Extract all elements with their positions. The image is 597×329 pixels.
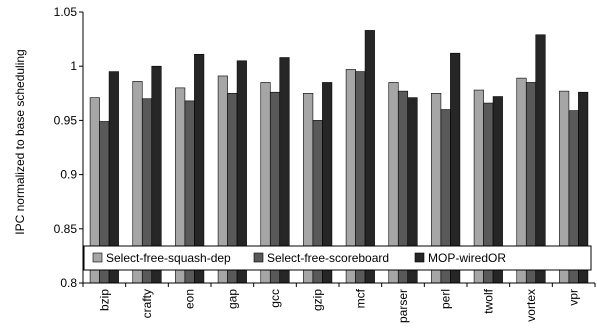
y-tick-label: 1 xyxy=(70,59,77,73)
x-tick-label-perl: perl xyxy=(439,289,453,309)
x-tick-label-vpr: vpr xyxy=(567,289,581,306)
x-tick-label-eon: eon xyxy=(183,289,197,309)
legend-label-2: Select-free-scoreboard xyxy=(267,251,389,265)
y-tick-label: 0.95 xyxy=(54,113,78,127)
legend-label-3: MOP-wiredOR xyxy=(428,251,506,265)
x-tick-label-mcf: mcf xyxy=(353,288,367,308)
y-tick-label: 0.8 xyxy=(60,276,77,290)
legend-swatch-3 xyxy=(414,252,425,263)
bar-mcf-series-3 xyxy=(364,30,375,284)
x-tick-label-twolf: twolf xyxy=(481,288,495,313)
x-tick-label-vortex: vortex xyxy=(524,289,538,322)
legend-label-1: Select-free-squash-dep xyxy=(106,251,231,265)
bars-group xyxy=(89,30,589,284)
x-tick-label-parser: parser xyxy=(396,289,410,323)
y-tick-label: 1.05 xyxy=(54,5,78,19)
y-axis-title: IPC normalized to base scheduling xyxy=(13,49,27,234)
legend-box xyxy=(83,245,592,271)
x-tick-label-gcc: gcc xyxy=(268,289,282,308)
x-tick-label-gzip: gzip xyxy=(311,289,325,311)
ticks-group: 0.8 0.85 0.9 0.95 1 1.05 bzip crafty eon gap gcc gz… xyxy=(54,5,596,323)
y-tick-label: 0.9 xyxy=(60,168,77,182)
x-tick-label-gap: gap xyxy=(225,289,239,309)
x-tick-label-bzip: bzip xyxy=(97,289,111,311)
legend: Select-free-squash-dep Select-free-scoreb… xyxy=(83,245,592,271)
legend-swatch-1 xyxy=(92,252,103,263)
legend-swatch-2 xyxy=(253,252,264,263)
y-tick-label: 0.85 xyxy=(54,222,78,236)
x-tick-label-crafty: crafty xyxy=(140,289,154,318)
